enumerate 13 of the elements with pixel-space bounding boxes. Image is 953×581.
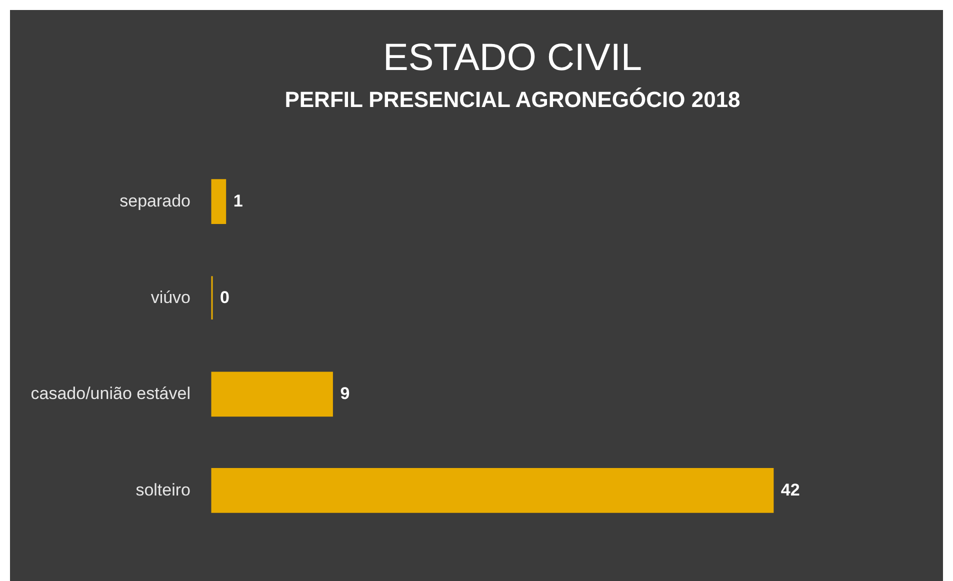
y-tick-label: separado <box>120 192 190 211</box>
y-tick-label: casado/união estável <box>30 384 190 404</box>
y-tick-label: solteiro <box>136 480 190 500</box>
data-label: 0 <box>220 288 230 307</box>
data-label: 1 <box>233 192 243 211</box>
data-label: 42 <box>780 480 800 500</box>
bar <box>211 468 774 513</box>
bar <box>211 372 333 417</box>
bar <box>211 179 226 224</box>
chart-title: ESTADO CIVIL <box>382 37 642 79</box>
chart-subtitle: PERFIL PRESENCIAL AGRONEGÓCIO 2018 <box>284 87 740 112</box>
data-label: 9 <box>340 384 350 404</box>
y-tick-label: viúvo <box>150 288 190 307</box>
